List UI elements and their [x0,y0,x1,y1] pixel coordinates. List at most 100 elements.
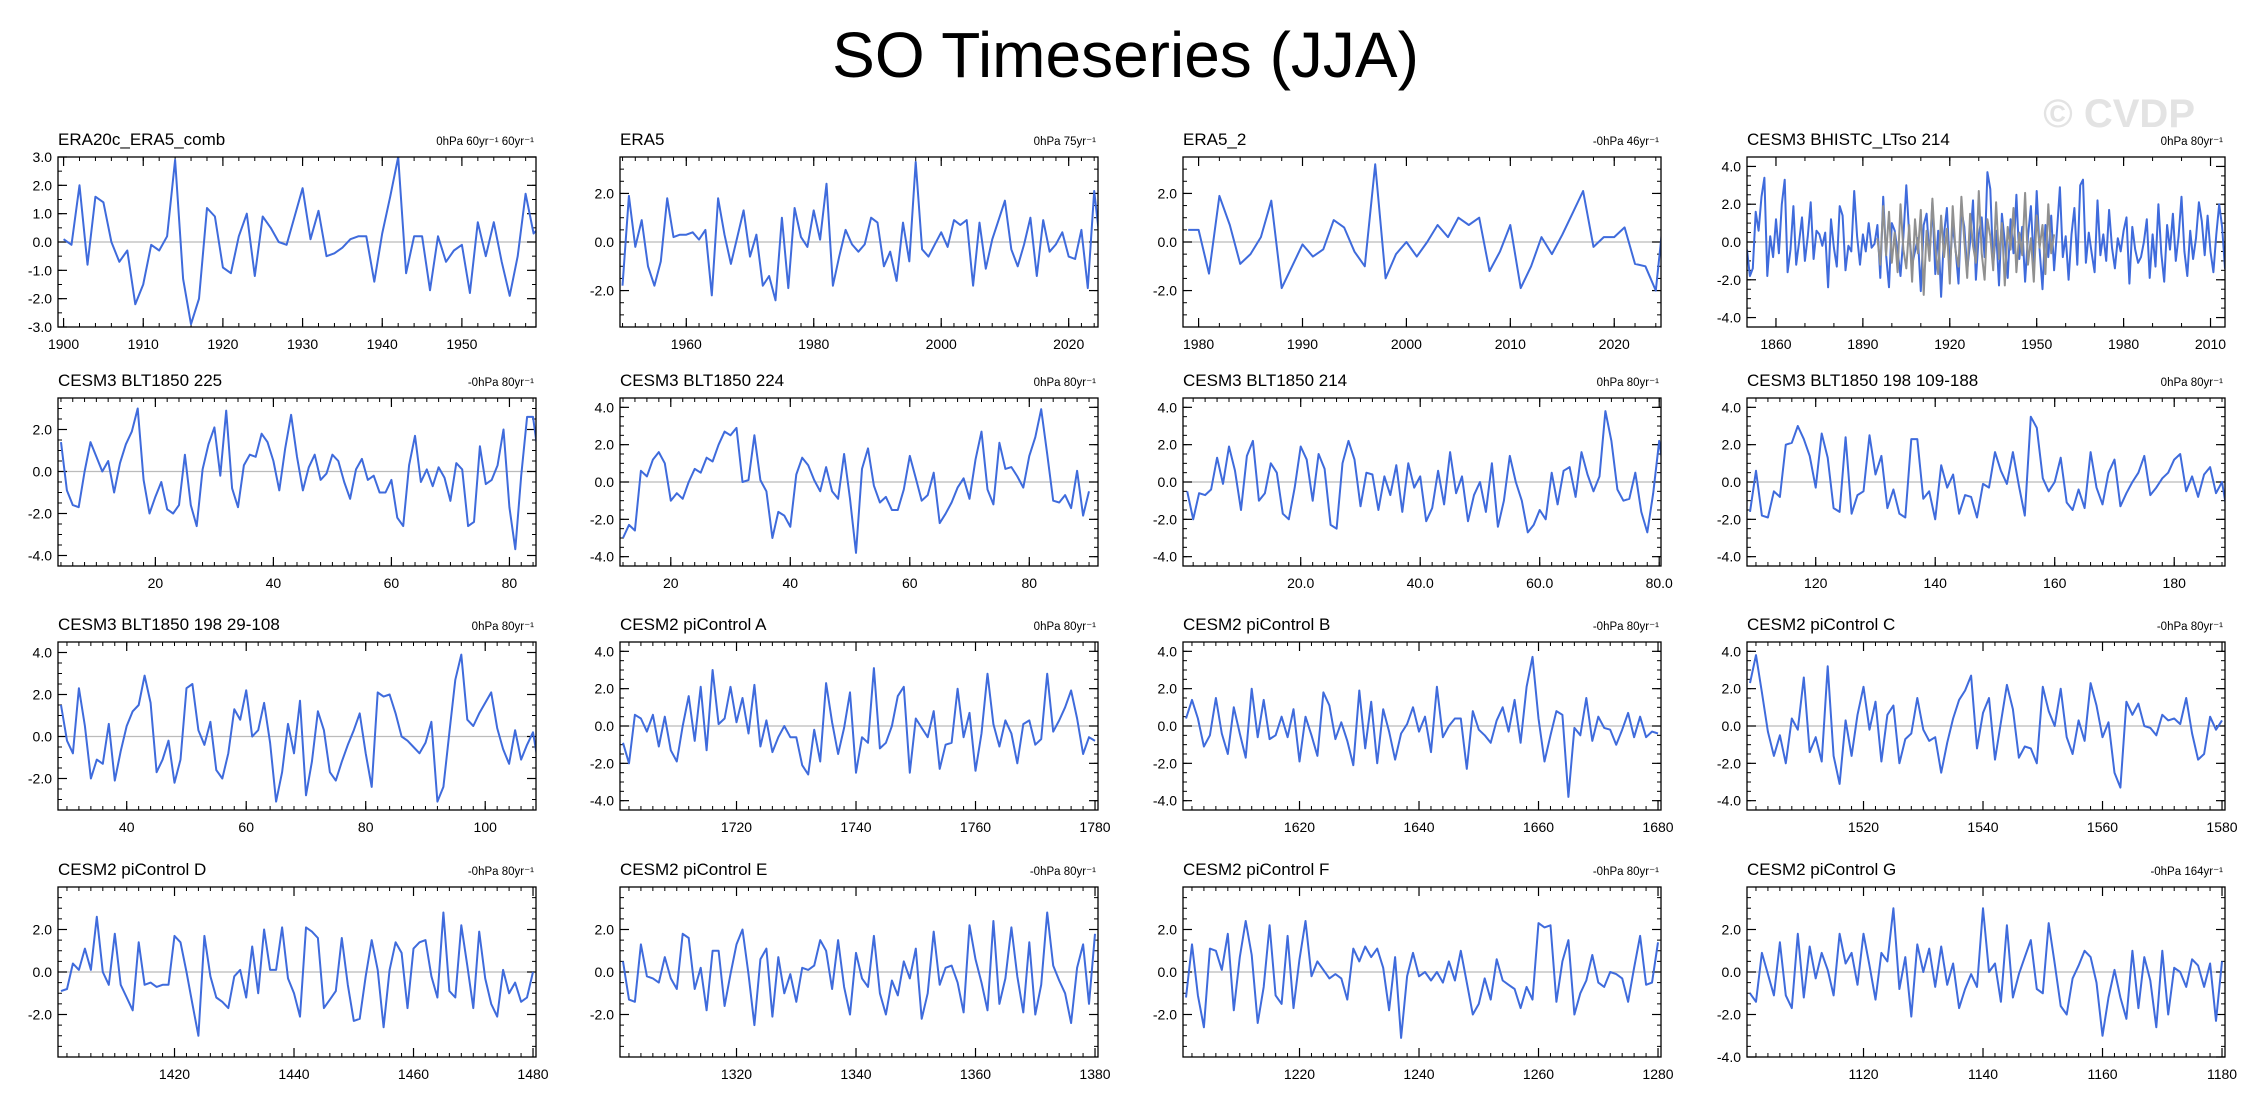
x-tick-label: 1540 [1967,819,1998,835]
y-tick-label: 4.0 [1722,158,1742,174]
x-tick-label: 100 [474,819,498,835]
panel: CESM2 piControl E -0hPa 80yr⁻¹ 1320 1340 136… [590,860,1111,1082]
x-tick-label: 20.0 [1287,575,1314,591]
y-tick-label: -4.0 [590,549,614,565]
y-tick-label: -4.0 [1153,549,1177,565]
y-tick-label: -2.0 [28,291,52,307]
series-line [621,160,1098,302]
x-tick-label: 1740 [840,819,871,835]
x-tick-label: 20 [148,575,164,591]
y-tick-label: 0.0 [1158,474,1178,490]
y-tick-label: 2.0 [1158,681,1178,697]
plot-frame [57,641,537,811]
y-tick-label: -3.0 [28,319,52,335]
x-tick-label: 60.0 [1526,575,1553,591]
x-tick-label: 1980 [798,336,829,352]
panel-info: 0hPa 60yr⁻¹ 60yr⁻¹ [436,136,534,148]
panel-info: 0hPa 80yr⁻¹ [2161,136,2223,148]
panel: CESM2 piControl F -0hPa 80yr⁻¹ 1220 1240 126… [1153,860,1674,1082]
panel-title: ERA5_2 [1183,130,1246,149]
y-tick-label: 0.0 [1722,964,1742,980]
panel-title: ERA20c_ERA5_comb [58,130,225,149]
y-tick-label: 0.0 [1722,718,1742,734]
panel: CESM2 piControl C -0hPa 80yr⁻¹ 1520 1540 156… [1717,615,2238,835]
plot-frame [619,886,1099,1058]
x-tick-label: 40 [266,575,282,591]
panel: CESM3 BLT1850 224 0hPa 80yr⁻¹ 20 40 60 80 4.0 2… [590,371,1099,591]
plot-frame [619,156,1099,328]
x-tick-label: 1720 [721,819,752,835]
panel: CESM2 piControl G -0hPa 164yr⁻¹ 1120 1140 11… [1717,860,2237,1082]
y-tick-label: -1.0 [28,262,52,278]
y-tick-label: 0.0 [595,718,615,734]
panel: ERA20c_ERA5_comb 0hPa 60yr⁻¹ 60yr⁻¹ 1900 19… [28,130,537,352]
x-tick-label: 140 [1924,575,1948,591]
x-tick-label: 1480 [517,1066,548,1082]
y-tick-label: -2.0 [28,1007,52,1023]
y-tick-label: 0.0 [33,234,53,250]
y-tick-label: 0.0 [595,234,615,250]
x-tick-label: 1260 [1523,1066,1554,1082]
x-tick-label: 1440 [278,1066,309,1082]
series-line [1749,907,2223,1037]
panel: CESM2 piControl A 0hPa 80yr⁻¹ 1720 1740 1760… [590,615,1111,835]
y-tick-label: 0.0 [595,474,615,490]
x-tick-label: 80 [358,819,374,835]
series-line [622,911,1096,1027]
series-line [60,653,536,803]
panel-info: 0hPa 80yr⁻¹ [1034,621,1096,633]
x-tick-label: 80 [502,575,518,591]
x-tick-label: 1280 [1642,1066,1673,1082]
y-tick-label: -4.0 [590,793,614,809]
x-tick-label: 2000 [1391,336,1422,352]
y-tick-label: 2.0 [595,437,615,453]
panel-title: ERA5 [620,130,664,149]
panel-title: CESM2 piControl F [1183,860,1329,879]
x-tick-label: 40.0 [1407,575,1434,591]
panel-title: CESM2 piControl A [620,615,767,634]
y-tick-label: -2.0 [1717,272,1741,288]
y-tick-label: -2.0 [1717,511,1741,527]
x-tick-label: 1380 [1079,1066,1110,1082]
y-tick-label: 4.0 [1158,643,1178,659]
x-tick-label: 160 [2043,575,2067,591]
y-tick-label: -2.0 [590,755,614,771]
plot-frame [1746,641,2226,811]
panel-title: CESM2 piControl D [58,860,206,879]
y-tick-label: -2.0 [590,1007,614,1023]
panel-info: 0hPa 75yr⁻¹ [1034,136,1096,148]
panel-title: CESM2 piControl B [1183,615,1330,634]
panel-info: -0hPa 80yr⁻¹ [1593,621,1659,633]
plot-frame [57,156,537,328]
x-tick-label: 20 [663,575,679,591]
y-tick-label: -2.0 [1153,283,1177,299]
series-line [622,408,1090,554]
x-tick-label: 1320 [721,1066,752,1082]
panel-info: -0hPa 80yr⁻¹ [1030,866,1096,878]
x-tick-label: 2000 [926,336,957,352]
plot-frame [1746,397,2226,567]
x-tick-label: 1220 [1284,1066,1315,1082]
panel-info: 0hPa 80yr⁻¹ [2161,377,2223,389]
y-tick-label: -2.0 [1717,1007,1741,1023]
series-line [1185,920,1659,1039]
x-tick-label: 1580 [2206,819,2237,835]
x-tick-label: 1920 [1934,336,1965,352]
panel-info: -0hPa 164yr⁻¹ [2150,866,2223,878]
y-tick-label: -2.0 [28,771,52,787]
panel: CESM2 piControl B -0hPa 80yr⁻¹ 1620 1640 166… [1153,615,1674,835]
y-tick-label: 2.0 [33,422,53,438]
panel-info: -0hPa 80yr⁻¹ [468,866,534,878]
panel-title: CESM3 BLT1850 198 29-108 [58,615,280,634]
x-tick-label: 2020 [1599,336,1630,352]
x-tick-label: 60 [238,819,254,835]
x-tick-label: 60 [384,575,400,591]
y-tick-label: -2.0 [1717,755,1741,771]
y-tick-label: -2.0 [590,511,614,527]
series-line [1185,655,1659,798]
secondary-series-line [1876,190,2056,296]
series-line [1749,415,2225,521]
x-tick-label: 1340 [840,1066,871,1082]
series-line [1188,163,1661,292]
